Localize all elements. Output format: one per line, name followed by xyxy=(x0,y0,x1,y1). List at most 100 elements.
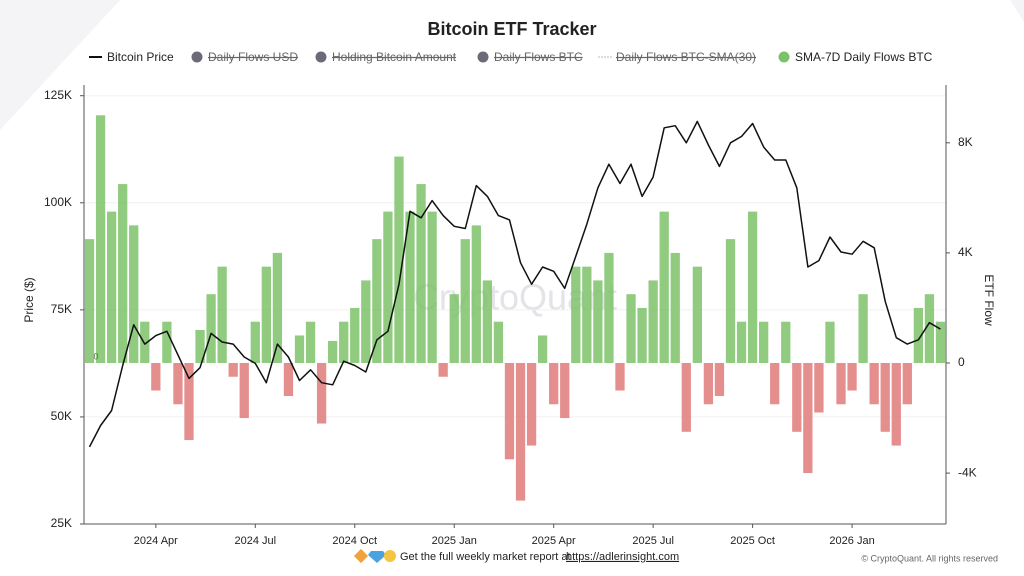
x-tick-label: 2025 Jan xyxy=(432,535,477,547)
icon xyxy=(353,548,369,564)
flow-bar xyxy=(173,362,183,405)
legend-label[interactable]: Bitcoin Price xyxy=(107,50,174,64)
x-tick-label: 2025 Jul xyxy=(632,535,674,547)
y2-tick-label: -4K xyxy=(958,465,977,479)
flow-bar xyxy=(736,321,747,363)
flow-bar xyxy=(84,239,95,363)
y2-tick-label: 8K xyxy=(958,135,973,149)
flow-bar xyxy=(648,280,658,363)
legend-swatch xyxy=(778,51,790,63)
flow-bar xyxy=(328,340,338,363)
flow-bar xyxy=(847,362,857,391)
chart-title: Bitcoin ETF Tracker xyxy=(427,19,596,39)
flow-bar xyxy=(880,362,890,432)
flow-bar xyxy=(781,321,791,363)
flow-bar xyxy=(714,362,725,397)
flow-bar xyxy=(515,362,526,501)
flow-bar xyxy=(350,307,360,363)
legend-label[interactable]: SMA-7D Daily Flows BTC xyxy=(795,50,933,64)
flow-bar xyxy=(537,335,548,363)
flow-bar xyxy=(836,362,846,405)
flow-bar xyxy=(272,252,283,363)
flow-bar xyxy=(935,321,946,363)
flow-bar xyxy=(195,329,205,363)
flow-bar xyxy=(471,225,481,363)
corner-decoration xyxy=(1010,0,1024,22)
flow-bar xyxy=(129,225,139,363)
flow-bar xyxy=(792,362,802,432)
flow-bar xyxy=(526,362,537,446)
flow-bar xyxy=(372,239,382,363)
flow-bar xyxy=(626,294,636,363)
y-tick-label: 100K xyxy=(44,195,72,209)
footer-text: Get the full weekly market report at xyxy=(400,551,571,563)
flow-bar xyxy=(294,335,305,363)
flow-bar xyxy=(869,362,879,405)
flow-bar xyxy=(95,115,106,363)
flow-bar xyxy=(427,211,437,363)
flow-bar xyxy=(902,362,912,405)
legend-label[interactable]: Daily Flows BTC-SMA(30) xyxy=(616,50,756,64)
legend-swatch xyxy=(315,51,327,63)
flow-bar xyxy=(239,362,249,419)
flow-bar xyxy=(250,321,260,363)
flow-bar xyxy=(162,321,172,363)
legend-label[interactable]: Holding Bitcoin Amount xyxy=(332,50,457,64)
y-tick-label: 25K xyxy=(51,516,72,530)
flow-bar xyxy=(361,280,371,363)
flow-bar xyxy=(106,211,117,363)
flow-bar xyxy=(582,266,592,363)
legend-label[interactable]: Daily Flows USD xyxy=(208,50,298,64)
flow-bar xyxy=(858,294,868,363)
flow-bar xyxy=(759,321,769,363)
corner-decoration xyxy=(0,0,120,130)
flow-bar xyxy=(703,362,714,405)
flow-bar xyxy=(405,211,415,363)
flow-bar xyxy=(770,362,780,405)
flow-bar xyxy=(140,321,150,363)
flow-bar xyxy=(261,266,271,363)
icon xyxy=(368,551,386,563)
flow-bar xyxy=(206,294,216,363)
flow-bar xyxy=(383,211,393,363)
footer-link[interactable]: https://adlerinsight.com xyxy=(566,551,679,563)
flow-bar xyxy=(604,252,614,363)
flow-bar xyxy=(747,211,758,363)
flow-bar xyxy=(549,362,559,405)
flow-bar xyxy=(913,307,924,363)
flow-bar xyxy=(692,266,702,363)
legend-label[interactable]: Daily Flows BTC xyxy=(494,50,583,64)
flow-bar xyxy=(725,239,736,363)
icon xyxy=(384,550,396,562)
flow-bar xyxy=(316,362,327,424)
y-axis-title: Price ($) xyxy=(22,277,36,322)
plot-area xyxy=(84,95,946,525)
flow-bar xyxy=(283,362,294,397)
flow-bar xyxy=(305,321,316,363)
flow-bar xyxy=(681,362,691,432)
flow-bar xyxy=(504,362,515,460)
x-tick-label: 2024 Apr xyxy=(134,535,178,547)
flow-bar xyxy=(571,266,581,363)
flow-bar xyxy=(449,294,459,363)
zero-marker: 0 xyxy=(93,351,98,361)
y2-tick-label: 0 xyxy=(958,355,965,369)
flow-bar xyxy=(217,266,227,363)
flow-bar xyxy=(151,362,161,391)
x-tick-label: 2025 Apr xyxy=(532,535,576,547)
y2-tick-label: 4K xyxy=(958,245,973,259)
flow-bar xyxy=(460,239,470,363)
flow-bar xyxy=(394,156,404,363)
flow-bar xyxy=(228,362,238,377)
price-line xyxy=(88,120,941,448)
flow-bar xyxy=(924,294,935,363)
y2-axis-title: ETF Flow xyxy=(982,274,996,326)
flow-bar xyxy=(637,307,647,363)
flow-bar xyxy=(339,321,349,363)
copyright: © CryptoQuant. All rights reserved xyxy=(861,553,998,563)
flow-bar xyxy=(416,184,426,363)
flow-bar xyxy=(803,362,813,474)
flow-bar xyxy=(118,184,128,363)
